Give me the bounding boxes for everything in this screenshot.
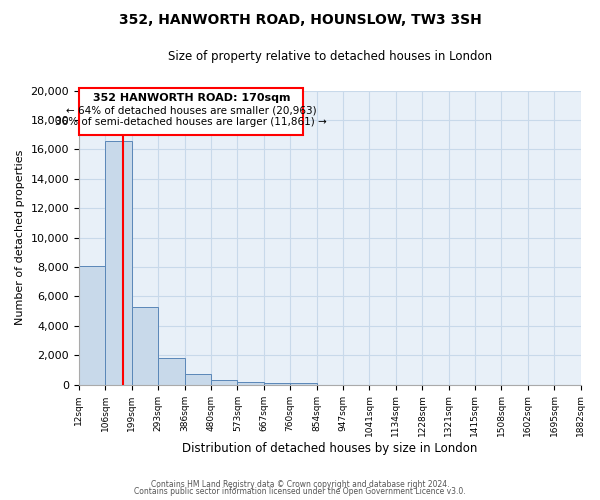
Bar [106, 140, 132, 384]
Y-axis label: Number of detached properties: Number of detached properties [15, 150, 25, 326]
Text: Contains public sector information licensed under the Open Government Licence v3: Contains public sector information licen… [134, 488, 466, 496]
Bar [79, 266, 106, 384]
Title: Size of property relative to detached houses in London: Size of property relative to detached ho… [167, 50, 492, 63]
Text: 36% of semi-detached houses are larger (11,861) →: 36% of semi-detached houses are larger (… [55, 117, 327, 127]
Bar [132, 306, 158, 384]
X-axis label: Distribution of detached houses by size in London: Distribution of detached houses by size … [182, 442, 478, 455]
Bar [185, 374, 211, 384]
Bar [211, 380, 238, 384]
Text: Contains HM Land Registry data © Crown copyright and database right 2024.: Contains HM Land Registry data © Crown c… [151, 480, 449, 489]
Bar [158, 358, 185, 384]
Text: 352 HANWORTH ROAD: 170sqm: 352 HANWORTH ROAD: 170sqm [92, 94, 290, 104]
Text: 352, HANWORTH ROAD, HOUNSLOW, TW3 3SH: 352, HANWORTH ROAD, HOUNSLOW, TW3 3SH [119, 12, 481, 26]
Bar [238, 382, 264, 384]
Bar [264, 383, 290, 384]
Bar [290, 383, 317, 384]
FancyBboxPatch shape [79, 88, 304, 134]
Text: ← 64% of detached houses are smaller (20,963): ← 64% of detached houses are smaller (20… [66, 106, 317, 116]
